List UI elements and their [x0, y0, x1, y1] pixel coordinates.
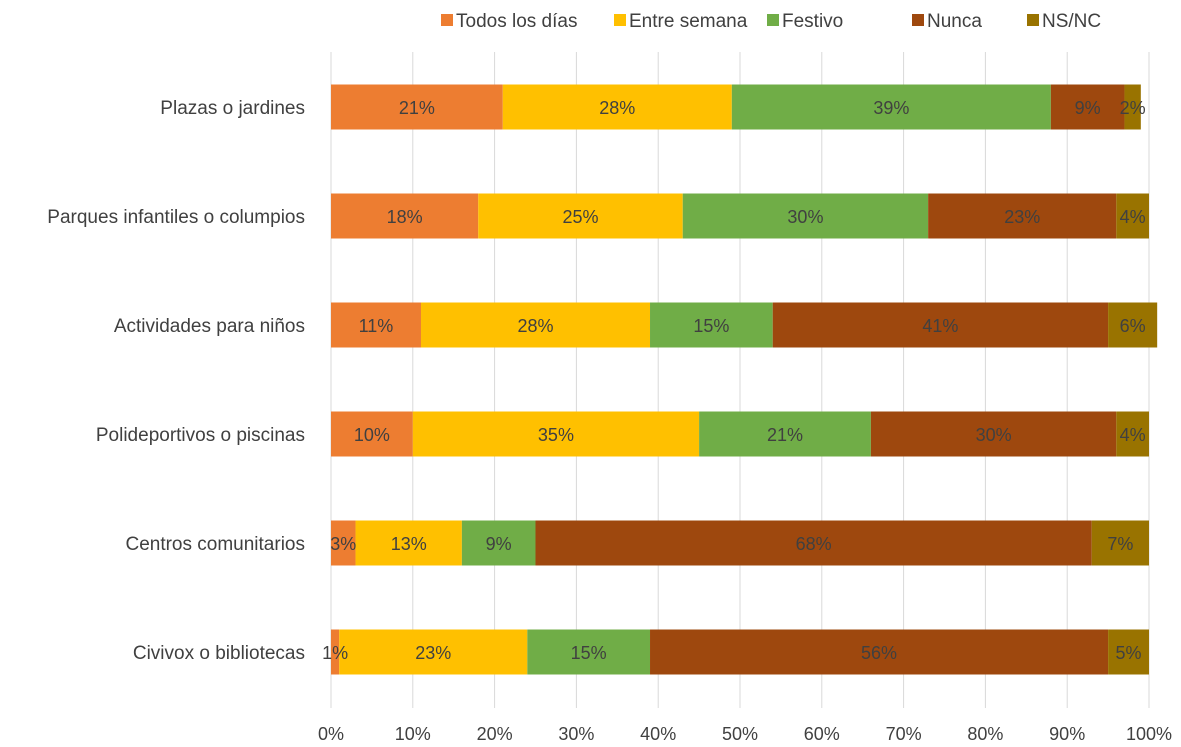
- category-label: Civivox o bibliotecas: [133, 643, 305, 664]
- data-label: 68%: [796, 534, 832, 554]
- data-label: 1%: [322, 643, 348, 663]
- category-label: Parques infantiles o columpios: [47, 207, 305, 228]
- legend: Todos los días Entre semana Festivo Nunca NS…: [441, 11, 1101, 32]
- data-label: 23%: [415, 643, 451, 663]
- x-tick-label: 80%: [967, 724, 1003, 744]
- bar-segment: [478, 193, 683, 239]
- legend-item: Festivo: [767, 11, 843, 32]
- bar-segment: [331, 411, 413, 457]
- bar-segment: [1050, 84, 1125, 130]
- data-label: 7%: [1107, 534, 1133, 554]
- x-tick-label: 100%: [1126, 724, 1172, 744]
- x-tick-label: 0%: [318, 724, 344, 744]
- data-label: 5%: [1116, 643, 1142, 663]
- bar-segment: [502, 84, 732, 130]
- bar-segment: [331, 629, 340, 675]
- bar-segment: [420, 302, 651, 348]
- category-label: Centros comunitarios: [125, 534, 305, 555]
- bar-segment: [331, 520, 356, 566]
- data-label: 15%: [571, 643, 607, 663]
- bar-segment: [339, 629, 528, 675]
- bar-segment: [650, 302, 773, 348]
- bar-segment: [461, 520, 536, 566]
- bar-segment: [1108, 302, 1158, 348]
- bar-segment: [1116, 411, 1149, 457]
- bar-segment: [331, 302, 421, 348]
- bar-segment: [1091, 520, 1149, 566]
- data-label: 18%: [387, 207, 423, 227]
- x-tick-label: 50%: [722, 724, 758, 744]
- grid-lines: [330, 52, 1150, 708]
- data-label: 28%: [599, 98, 635, 118]
- bar-segment: [535, 520, 1092, 566]
- data-labels: 21% 28% 39% 9% 2% 18% 25% 30% 23% 4% 11% 28% 15% 41% 6…: [322, 98, 1146, 663]
- data-label: 2%: [1120, 98, 1146, 118]
- data-label: 21%: [399, 98, 435, 118]
- data-label: 21%: [767, 425, 803, 445]
- data-label: 4%: [1120, 425, 1146, 445]
- legend-item: Todos los días: [441, 11, 577, 32]
- legend-swatch: [767, 14, 779, 26]
- bar-segment: [699, 411, 871, 457]
- value-axis: 0% 10% 20% 30% 40% 50% 60% 70% 80% 90% 100%: [318, 724, 1172, 744]
- data-label: 25%: [562, 207, 598, 227]
- x-tick-label: 90%: [1049, 724, 1085, 744]
- bar-segment: [650, 629, 1109, 675]
- bar-segment: [772, 302, 1109, 348]
- data-label: 28%: [517, 316, 553, 336]
- bar-segment: [355, 520, 462, 566]
- data-label: 30%: [976, 425, 1012, 445]
- bar-segment: [731, 84, 1051, 130]
- bar-segment: [870, 411, 1117, 457]
- legend-label: Todos los días: [456, 11, 577, 32]
- bar-segment: [527, 629, 651, 675]
- legend-swatch: [1027, 14, 1039, 26]
- x-tick-label: 10%: [395, 724, 431, 744]
- bar-segment: [331, 84, 503, 130]
- legend-swatch: [441, 14, 453, 26]
- legend-label: Festivo: [782, 11, 843, 32]
- data-label: 11%: [359, 316, 394, 336]
- data-label: 23%: [1004, 207, 1040, 227]
- category-axis: Plazas o jardines Parques infantiles o co…: [47, 98, 305, 664]
- legend-label: Nunca: [927, 11, 982, 32]
- legend-swatch: [912, 14, 924, 26]
- data-label: 13%: [391, 534, 427, 554]
- x-tick-label: 30%: [558, 724, 594, 744]
- legend-swatch: [614, 14, 626, 26]
- data-label: 30%: [787, 207, 823, 227]
- bar-segment: [412, 411, 700, 457]
- data-label: 15%: [693, 316, 729, 336]
- data-label: 41%: [922, 316, 958, 336]
- category-label: Actividades para niños: [114, 316, 305, 337]
- data-label: 9%: [1075, 98, 1101, 118]
- bar-segment: [1116, 193, 1149, 239]
- data-label: 4%: [1120, 207, 1146, 227]
- x-tick-label: 70%: [886, 724, 922, 744]
- x-tick-label: 60%: [804, 724, 840, 744]
- bar-segment: [682, 193, 929, 239]
- legend-item: NS/NC: [1027, 11, 1101, 32]
- legend-label: Entre semana: [629, 11, 748, 32]
- bar-segment: [928, 193, 1117, 239]
- bar-segment: [331, 193, 479, 239]
- x-tick-label: 40%: [640, 724, 676, 744]
- legend-item: Nunca: [912, 11, 982, 32]
- data-label: 35%: [538, 425, 574, 445]
- data-label: 56%: [861, 643, 897, 663]
- x-tick-label: 20%: [477, 724, 513, 744]
- category-label: Polideportivos o piscinas: [96, 425, 305, 446]
- legend-item: Entre semana: [614, 11, 748, 32]
- data-label: 3%: [330, 534, 356, 554]
- data-label: 39%: [873, 98, 909, 118]
- bars: [331, 84, 1158, 675]
- data-label: 10%: [354, 425, 390, 445]
- legend-label: NS/NC: [1042, 11, 1101, 32]
- bar-segment: [1108, 629, 1149, 675]
- data-label: 9%: [486, 534, 512, 554]
- data-label: 6%: [1120, 316, 1146, 336]
- category-label: Plazas o jardines: [160, 98, 305, 119]
- bar-segment: [1124, 84, 1141, 130]
